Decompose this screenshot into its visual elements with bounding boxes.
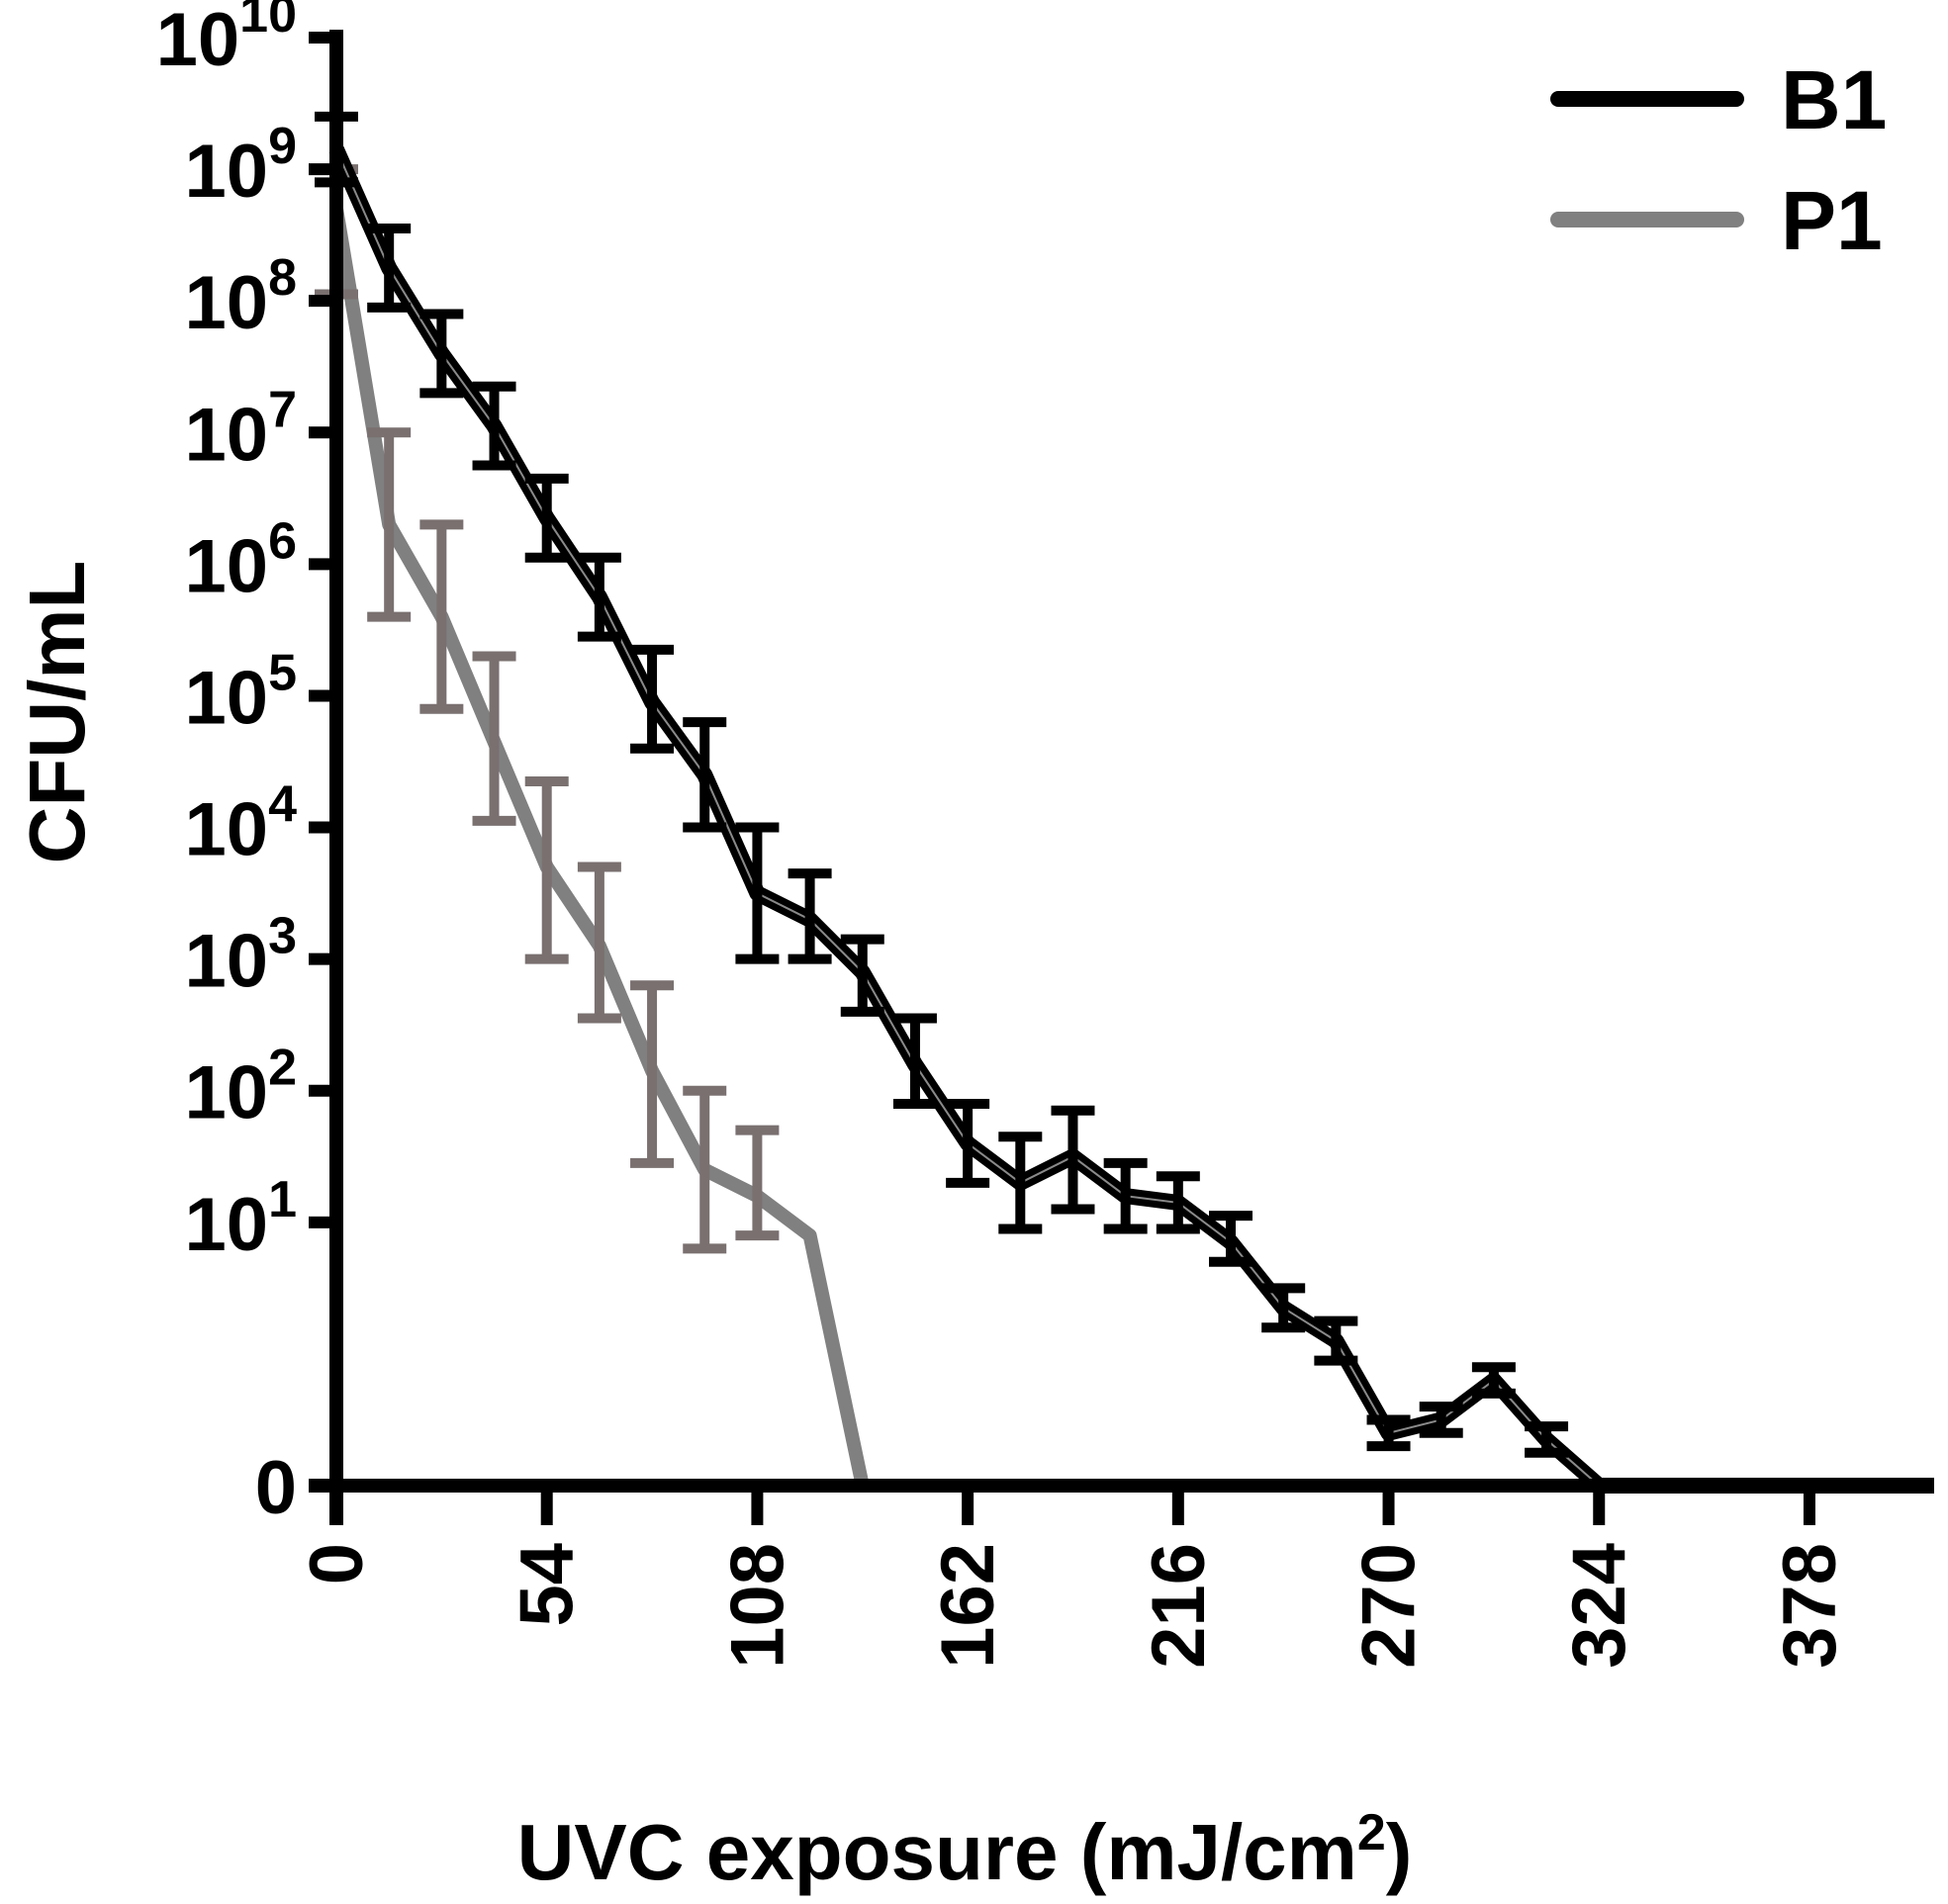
error-bar-p1 — [683, 1085, 727, 1254]
error-bar-b1 — [1471, 1362, 1516, 1399]
error-bar-p1 — [630, 980, 675, 1168]
y-tick-label: 106 — [185, 512, 297, 608]
y-tick-label: 0 — [255, 1446, 297, 1530]
x-tick-label: 270 — [1347, 1543, 1432, 1669]
error-bar-b1 — [1366, 1414, 1411, 1452]
x-tick-label: 0 — [295, 1543, 379, 1585]
error-bar-p1 — [419, 519, 464, 714]
y-axis-label: CFU/mL — [13, 561, 101, 864]
x-tick-label: 378 — [1768, 1543, 1852, 1669]
series-layer — [315, 111, 1934, 1494]
y-tick-label: 1010 — [156, 0, 297, 82]
error-bar-b1 — [998, 1132, 1043, 1234]
y-tick-label: 103 — [185, 908, 297, 1004]
legend-label-b1: B1 — [1781, 53, 1887, 146]
series-highlight-b1 — [335, 148, 1934, 1487]
y-tick-label: 105 — [185, 644, 297, 740]
y-tick-label: 108 — [185, 249, 297, 345]
error-bar-b1 — [1314, 1315, 1358, 1366]
error-bar-p1 — [367, 427, 412, 622]
legend-label-p1: P1 — [1781, 174, 1883, 267]
error-bar-b1 — [788, 868, 832, 964]
error-bar-b1 — [524, 473, 569, 563]
error-bar-b1 — [367, 223, 412, 313]
error-bar-b1 — [1419, 1402, 1463, 1438]
error-bar-p1 — [577, 861, 621, 1024]
error-bar-b1 — [1209, 1211, 1253, 1267]
error-bar-b1 — [1525, 1421, 1569, 1458]
x-tick-label: 162 — [926, 1543, 1010, 1669]
y-tick-label: 102 — [185, 1040, 297, 1135]
y-tick-label: 104 — [185, 776, 298, 872]
error-bar-p1 — [735, 1125, 780, 1241]
error-bar-b1 — [735, 822, 780, 964]
x-tick-label: 216 — [1137, 1543, 1221, 1669]
error-bar-p1 — [524, 775, 569, 964]
tick-labels: 0 101 102 103 104 105 106 107 108 109 1010 0 54 108 16… — [156, 0, 1852, 1669]
error-bar-b1 — [419, 309, 464, 399]
axis-labels: UVC exposure (mJ/cm2) CFU/mL — [13, 561, 1412, 1896]
y-tick-label: 101 — [185, 1171, 297, 1267]
error-bar-b1 — [630, 644, 675, 754]
error-bar-b1 — [1261, 1283, 1306, 1333]
y-tick-label: 107 — [185, 381, 297, 477]
x-tick-label: 108 — [715, 1543, 799, 1669]
error-bar-b1 — [1103, 1157, 1148, 1234]
error-bar-b1 — [1156, 1171, 1200, 1234]
error-bar-b1 — [892, 1013, 937, 1110]
error-bar-b1 — [577, 552, 621, 642]
x-axis-label: UVC exposure (mJ/cm2) — [517, 1804, 1413, 1896]
x-tick-label: 324 — [1557, 1543, 1641, 1669]
series-line-p1 — [329, 207, 1284, 1493]
error-bar-b1 — [946, 1099, 990, 1188]
error-bar-b1 — [840, 934, 884, 1017]
x-tick-label: 54 — [506, 1543, 590, 1627]
axes — [309, 30, 1934, 1525]
series-line-b1 — [328, 145, 1934, 1494]
error-bar-p1 — [472, 651, 516, 826]
error-bar-b1 — [1051, 1105, 1095, 1215]
error-bar-b1 — [683, 717, 727, 833]
y-tick-label: 109 — [185, 118, 297, 214]
error-bar-b1 — [472, 381, 516, 471]
